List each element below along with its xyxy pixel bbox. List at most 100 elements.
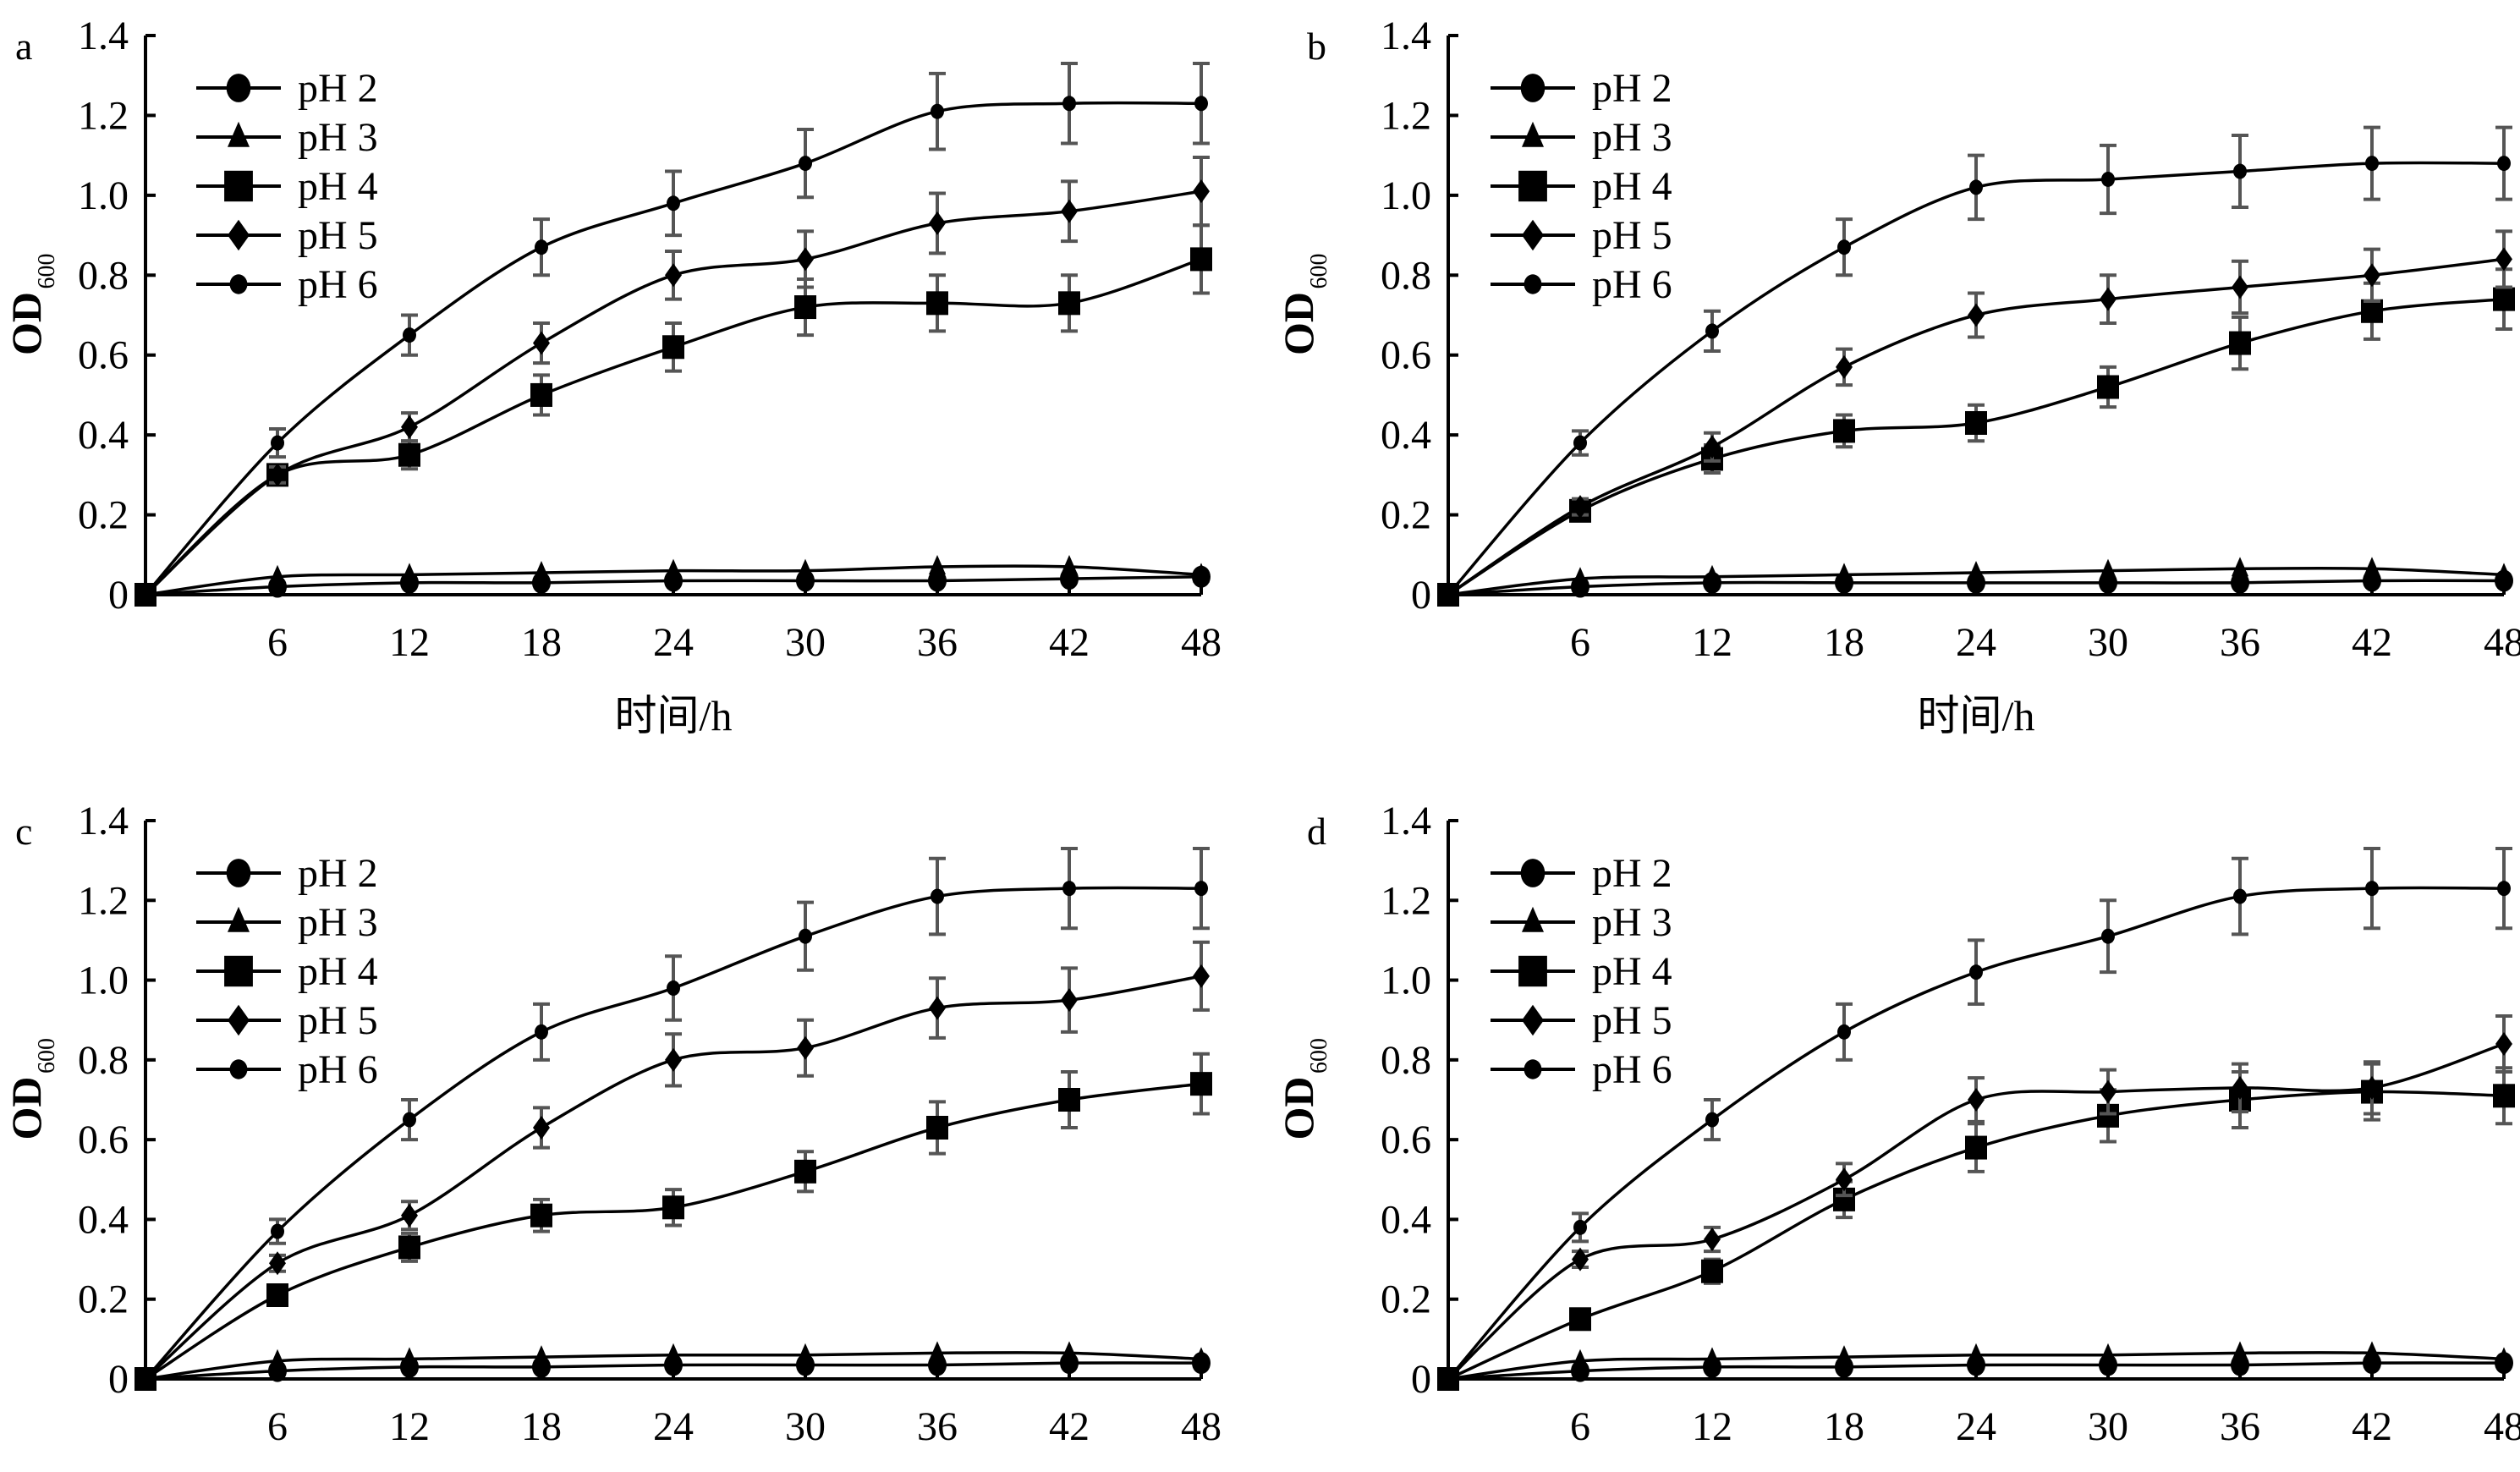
- data-point: [2495, 563, 2512, 583]
- data-point: [1968, 561, 1985, 581]
- x-tick-label: 42: [1049, 1404, 1090, 1449]
- data-point: [1837, 239, 1851, 255]
- x-tick-label: 18: [1824, 620, 1864, 665]
- x-tick-label: 36: [917, 1404, 958, 1449]
- data-point: [2495, 247, 2512, 272]
- x-tick-label: 24: [653, 620, 694, 665]
- legend-item: pH 6: [196, 262, 378, 307]
- y-axis-title-subscript: 600: [34, 1038, 60, 1074]
- series-ph-5: [137, 940, 1210, 1391]
- data-point: [2365, 881, 2379, 897]
- legend-item: pH 6: [196, 1047, 378, 1092]
- legend-marker: [228, 121, 250, 147]
- legend-label: pH 4: [1592, 164, 1672, 209]
- panel-label: b: [1307, 25, 1326, 68]
- chart-panel-b: b 0 0.2 0.4 0.6 0.8 1.0 1.2 1.4 6 12 18 24 30 36 42 48 时间…: [1260, 0, 2520, 736]
- x-tick-label: 48: [2484, 620, 2520, 665]
- y-tick-label: 1.2: [1381, 93, 1431, 138]
- series-line: [1447, 886, 2505, 1381]
- x-tick-label: 18: [521, 1404, 562, 1449]
- data-point: [1704, 564, 1721, 585]
- legend-marker: [226, 74, 251, 102]
- data-point: [1833, 419, 1855, 443]
- data-point: [2100, 1343, 2116, 1363]
- y-tick-label: 0.4: [78, 1197, 129, 1242]
- series-ph-3: [137, 554, 1210, 602]
- legend-item: pH 5: [196, 213, 378, 258]
- legend-item: pH 4: [1491, 164, 1672, 209]
- data-point: [533, 1345, 550, 1365]
- x-tick-label: 12: [389, 1404, 430, 1449]
- legend-item: pH 4: [1491, 949, 1672, 994]
- series-line: [144, 101, 1202, 596]
- panel-label: c: [15, 810, 32, 853]
- data-point: [929, 211, 946, 235]
- legend-marker: [1520, 74, 1545, 102]
- data-point: [2364, 1341, 2380, 1361]
- data-point: [1441, 587, 1455, 602]
- data-point: [535, 239, 548, 255]
- legend-marker: [1522, 219, 1544, 251]
- legend-item: pH 5: [196, 998, 378, 1043]
- data-point: [665, 263, 682, 288]
- data-point: [1194, 96, 1208, 112]
- x-tick-label: 12: [389, 620, 430, 665]
- legend-item: pH 3: [196, 115, 378, 160]
- y-tick-label: 0.6: [1381, 333, 1431, 378]
- data-point: [1061, 1341, 1078, 1361]
- x-tick-label: 42: [2352, 1404, 2392, 1449]
- x-tick-label: 42: [2352, 620, 2392, 665]
- data-point: [533, 331, 550, 355]
- data-point: [1062, 96, 1076, 112]
- legend-label: pH 5: [1592, 213, 1672, 258]
- data-point: [2100, 1079, 2116, 1104]
- data-point: [2232, 1075, 2248, 1100]
- data-point: [2232, 557, 2248, 577]
- data-point: [1969, 964, 1983, 980]
- series-ph-5: [137, 156, 1210, 607]
- legend-item: pH 3: [1491, 115, 1672, 160]
- data-point: [2232, 1341, 2248, 1361]
- y-axis-title-subscript: 600: [34, 254, 60, 289]
- data-point: [926, 291, 948, 316]
- y-tick-label: 0.8: [1381, 253, 1431, 298]
- data-point: [665, 1343, 682, 1363]
- data-point: [2100, 558, 2116, 579]
- x-tick-label: 6: [1570, 620, 1590, 665]
- data-point: [2097, 375, 2119, 399]
- legend-marker: [1524, 1059, 1542, 1079]
- data-point: [533, 561, 550, 581]
- x-tick-label: 24: [1956, 620, 1996, 665]
- data-point: [2101, 171, 2115, 187]
- data-point: [1969, 179, 1983, 195]
- series-ph-6: [139, 62, 1210, 602]
- data-point: [139, 1371, 152, 1387]
- series-line: [1447, 161, 2505, 596]
- legend-label: pH 5: [298, 998, 378, 1043]
- y-tick-label: 0.2: [78, 1277, 129, 1322]
- data-point: [1572, 567, 1589, 587]
- x-tick-label: 30: [2088, 620, 2128, 665]
- data-point: [1194, 881, 1208, 897]
- y-tick-label: 0.2: [1381, 493, 1431, 538]
- data-point: [1441, 1371, 1455, 1387]
- y-tick-label: 0.6: [78, 1118, 129, 1162]
- legend-item: pH 2: [196, 66, 378, 111]
- data-point: [1704, 435, 1721, 459]
- data-point: [403, 327, 416, 343]
- data-point: [1569, 1307, 1591, 1332]
- legend-label: pH 3: [298, 900, 378, 945]
- data-point: [662, 335, 684, 360]
- x-tick-label: 6: [267, 620, 288, 665]
- chart-svg-c: c00.20.40.60.81.01.21.4612182430364248时间…: [3, 799, 1222, 1449]
- x-tick-label: 48: [1181, 1404, 1222, 1449]
- legend-marker: [1522, 906, 1544, 932]
- y-tick-label: 0: [108, 573, 129, 618]
- data-point: [269, 564, 286, 585]
- y-tick-label: 0: [108, 1357, 129, 1402]
- data-point: [401, 415, 418, 439]
- legend-marker: [229, 274, 248, 294]
- legend-label: pH 2: [298, 66, 378, 111]
- data-point: [530, 382, 552, 407]
- data-point: [398, 442, 420, 467]
